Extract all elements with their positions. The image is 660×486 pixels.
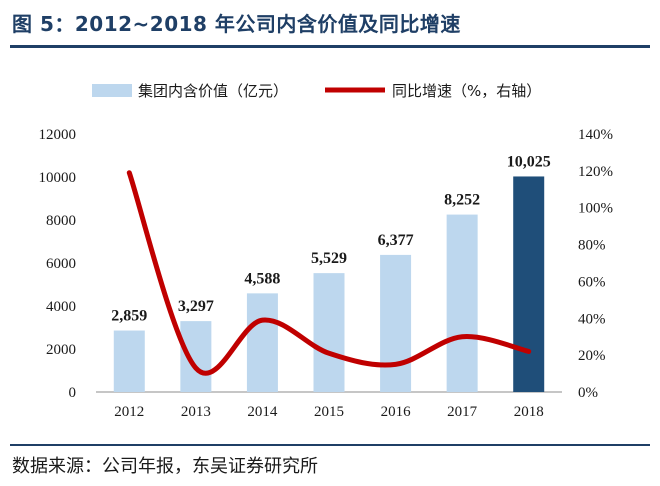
bar-value-label: 2,859 — [111, 308, 147, 325]
bar-2016 — [380, 254, 412, 392]
legend-label-bar: 集团内含价值（亿元） — [138, 82, 288, 100]
x-tick-label: 2018 — [514, 404, 544, 420]
bar-2014 — [246, 293, 278, 392]
y-left-tick-label: 6000 — [46, 256, 76, 272]
bar-value-label: 8,252 — [444, 192, 480, 209]
bar-2012 — [113, 330, 145, 392]
bar-2018 — [513, 176, 545, 392]
legend-label-line: 同比增速（%，右轴） — [392, 82, 541, 100]
bar-value-label: 6,377 — [378, 232, 414, 249]
bar-2017 — [446, 214, 478, 392]
bar-value-label: 10,025 — [507, 153, 551, 170]
bar-2013 — [180, 321, 212, 392]
y-left-tick-label: 0 — [69, 385, 77, 401]
y-right-tick-label: 40% — [578, 311, 606, 327]
y-right-tick-label: 100% — [578, 201, 613, 217]
y-right-tick-label: 0% — [578, 385, 598, 401]
y-right-tick-label: 120% — [578, 164, 613, 180]
title-rule — [10, 45, 650, 48]
x-tick-label: 2012 — [114, 404, 144, 420]
growth-line-series — [126, 170, 532, 376]
source-rule — [10, 444, 650, 446]
bar-value-label: 4,588 — [244, 270, 280, 287]
y-right-tick-label: 60% — [578, 274, 606, 290]
bar-value-label: 3,297 — [178, 298, 214, 315]
x-tick-label: 2016 — [381, 404, 412, 420]
growth-line — [126, 170, 532, 376]
y-right-tick-label: 140% — [578, 127, 613, 143]
bar-value-label: 5,529 — [311, 250, 347, 267]
bar-series — [113, 176, 545, 392]
y-left-tick-label: 4000 — [46, 299, 76, 315]
x-tick-label: 2013 — [181, 404, 211, 420]
bar-2015 — [313, 273, 345, 392]
y-left-tick-label: 12000 — [39, 127, 77, 143]
y-left-tick-label: 2000 — [46, 342, 76, 358]
figure-title: 图 5：2012~2018 年公司内含价值及同比增速 — [12, 12, 461, 36]
chart-legend: 集团内含价值（亿元） 同比增速（%，右轴） — [92, 82, 541, 100]
x-tick-label: 2017 — [447, 404, 478, 420]
y-left-tick-label: 8000 — [46, 213, 76, 229]
source-note: 数据来源：公司年报，东吴证券研究所 — [12, 456, 318, 477]
y-left-tick-label: 10000 — [39, 170, 77, 186]
legend-swatch-bar — [92, 84, 132, 97]
y-right-tick-label: 80% — [578, 238, 606, 254]
x-tick-label: 2015 — [314, 404, 344, 420]
chart-canvas: 集团内含价值（亿元） 同比增速（%，右轴） 0 2000 4000 6000 8000 1… — [39, 82, 614, 420]
bar-data-labels: 2,859 3,297 4,588 5,529 6,377 8,252 10,025 — [111, 153, 550, 324]
y-right-tick-label: 20% — [578, 348, 606, 364]
x-tick-label: 2014 — [247, 404, 278, 420]
chart-axes: 0 2000 4000 6000 8000 10000 12000 0% 20% 40% 60% 80… — [39, 127, 614, 420]
